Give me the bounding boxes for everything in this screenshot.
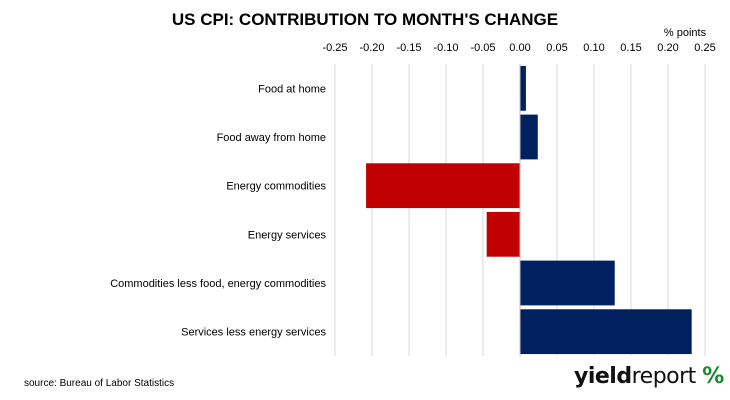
bar [520, 260, 615, 306]
x-tick-label: -0.20 [359, 42, 384, 54]
category-label: Energy commodities [226, 181, 326, 193]
chart-title: US CPI: CONTRIBUTION TO MONTH'S CHANGE [171, 10, 559, 29]
bar [520, 65, 526, 111]
x-tick-label: 0.10 [583, 42, 604, 54]
category-label: Energy services [248, 229, 327, 241]
x-tick-label: 0.15 [620, 42, 641, 54]
x-tick-label: 0.05 [546, 42, 567, 54]
category-label: Food at home [258, 83, 326, 95]
bar [520, 309, 692, 355]
x-tick-label: -0.05 [470, 42, 495, 54]
bar [520, 114, 538, 160]
percent-logo-icon: % [702, 364, 724, 389]
logo-text-yield: yield [574, 364, 632, 389]
source-note: source: Bureau of Labor Statistics [24, 378, 175, 389]
x-tick-label: -0.10 [433, 42, 458, 54]
category-label: Commodities less food, energy commoditie… [110, 278, 326, 290]
x-tick-label: 0.20 [657, 42, 678, 54]
bar [366, 163, 520, 209]
x-tick-label: -0.15 [396, 42, 421, 54]
yieldreport-logo: yieldreport % [574, 364, 724, 389]
category-label: Services less energy services [181, 327, 326, 339]
x-tick-label: 0.00 [509, 42, 530, 54]
x-tick-label: -0.25 [322, 42, 347, 54]
category-label: Food away from home [217, 132, 326, 144]
axis-unit-label: % points [663, 27, 707, 39]
bar [486, 211, 520, 257]
x-tick-label: 0.25 [694, 42, 715, 54]
logo-text-report: report [631, 364, 697, 389]
